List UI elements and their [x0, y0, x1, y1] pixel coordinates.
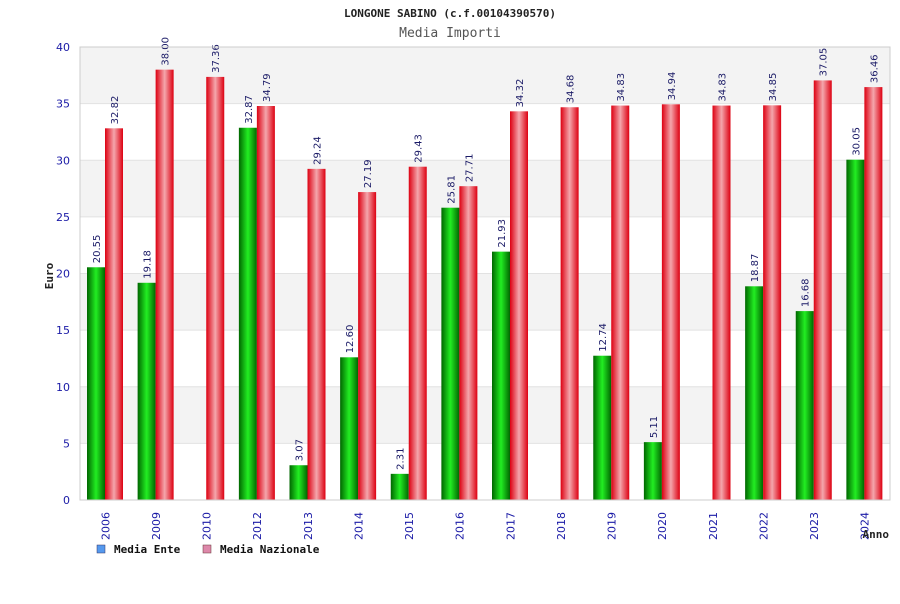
x-tick-label: 2012 [251, 512, 264, 540]
bar-media-nazionale [206, 76, 225, 500]
data-label-media-ente: 25.81 [446, 175, 457, 204]
bar-media-nazionale [864, 87, 883, 500]
data-label-media-ente: 12.60 [345, 325, 356, 354]
bar-media-nazionale [510, 111, 528, 501]
bar-media-ente [593, 355, 612, 500]
data-labels: 20.55 32.82 19.18 38.00 37.36 32.87 34.79 3.07 2… [92, 37, 880, 470]
bar-media-nazionale [763, 105, 782, 500]
x-tick-label: 2009 [150, 512, 163, 540]
y-tick-label: 30 [56, 154, 70, 167]
legend-label-nazionale: Media Nazionale [220, 543, 320, 556]
x-tick-label: 2010 [201, 512, 214, 540]
legend-label-ente: Media Ente [114, 543, 181, 556]
data-label-media-nazionale: 29.43 [414, 134, 425, 163]
data-label-media-nazionale: 34.85 [768, 73, 779, 102]
bar-media-nazionale [358, 192, 377, 501]
x-tick-label: 2024 [859, 512, 872, 540]
x-tick-label: 2013 [302, 512, 315, 540]
data-label-media-ente: 12.74 [598, 323, 609, 352]
data-label-media-nazionale: 34.32 [515, 79, 526, 108]
data-label-media-nazionale: 34.83 [616, 73, 627, 102]
data-label-media-ente: 20.55 [92, 235, 103, 264]
y-tick-label: 5 [63, 437, 70, 450]
data-label-media-nazionale: 37.05 [819, 48, 830, 77]
x-tick-label: 2021 [707, 512, 720, 540]
data-label-media-ente: 32.87 [244, 95, 255, 124]
x-tick-label: 2018 [555, 512, 568, 540]
bar-media-nazionale [560, 107, 579, 501]
bar-media-nazionale [661, 104, 680, 500]
bar-media-nazionale [307, 168, 326, 500]
y-tick-label: 10 [56, 381, 70, 394]
bar-media-nazionale [155, 69, 174, 501]
bar-media-nazionale [256, 106, 275, 501]
data-label-media-nazionale: 38.00 [161, 37, 172, 66]
data-label-media-ente: 16.68 [801, 278, 812, 307]
y-tick-label: 35 [56, 98, 70, 111]
bar-media-nazionale [611, 105, 630, 501]
plot-frame [79, 46, 891, 501]
data-label-media-ente: 21.93 [497, 219, 508, 248]
x-tick-label: 2019 [606, 512, 619, 540]
data-label-media-ente: 5.11 [649, 416, 660, 438]
bar-media-ente [492, 251, 510, 500]
bar-media-ente [643, 442, 662, 500]
data-label-media-ente: 2.31 [396, 448, 407, 470]
data-label-media-ente: 30.05 [851, 127, 862, 156]
bar-media-ente [795, 311, 814, 500]
chart-title: LONGONE SABINO (c.f.00104390570) [344, 7, 556, 20]
bar-media-ente [289, 465, 308, 500]
data-label-media-nazionale: 32.82 [110, 96, 121, 125]
data-label-media-nazionale: 29.24 [313, 136, 324, 165]
bar-media-ente [238, 127, 257, 500]
bar-media-ente [846, 159, 865, 500]
x-tick-label: 2017 [504, 512, 517, 540]
data-label-media-nazionale: 34.83 [718, 73, 729, 102]
x-tick-label: 2020 [656, 512, 669, 540]
data-label-media-nazionale: 27.19 [363, 159, 374, 188]
y-tick-label: 20 [56, 268, 70, 281]
chart-subtitle: Media Importi [399, 26, 501, 41]
data-label-media-nazionale: 34.94 [667, 72, 678, 101]
bars [87, 69, 883, 501]
x-tick-label: 2014 [352, 512, 365, 540]
data-label-media-ente: 3.07 [295, 439, 306, 461]
bar-media-nazionale [459, 186, 478, 500]
y-tick-label: 40 [56, 41, 70, 54]
x-tick-label: 2006 [99, 512, 112, 540]
data-label-media-nazionale: 27.71 [464, 154, 475, 183]
legend: Media Ente Media Nazionale [96, 543, 320, 556]
y-tick-label: 25 [56, 211, 70, 224]
bar-media-nazionale [813, 80, 832, 500]
bar-media-ente [340, 357, 359, 500]
y-axis-label: Euro [43, 262, 56, 289]
data-label-media-ente: 18.87 [750, 254, 761, 283]
legend-swatch-ente [96, 544, 106, 554]
data-label-media-nazionale: 37.36 [211, 44, 222, 73]
data-label-media-nazionale: 36.46 [869, 54, 880, 83]
bar-media-ente [137, 282, 156, 500]
x-tick-label: 2023 [808, 512, 821, 540]
x-axis-label: Anno [863, 528, 890, 541]
data-label-media-nazionale: 34.68 [566, 75, 577, 104]
x-tick-label: 2015 [403, 512, 416, 540]
bar-media-ente [87, 267, 105, 500]
bar-media-nazionale [712, 105, 731, 501]
bar-media-nazionale [105, 128, 123, 500]
legend-swatch-nazionale [202, 544, 212, 554]
data-label-media-ente: 19.18 [143, 250, 154, 279]
bar-media-nazionale [408, 166, 427, 500]
axes: 0 5 10 15 20 25 30 35 40 2006 2009 2010 2012 2013 2014… [56, 41, 891, 540]
data-label-media-nazionale: 34.79 [262, 73, 273, 102]
y-tick-label: 0 [63, 494, 70, 507]
x-tick-label: 2016 [454, 512, 467, 540]
x-tick-label: 2022 [757, 512, 770, 540]
bar-media-ente [390, 473, 409, 500]
bar-media-ente [441, 207, 460, 500]
y-tick-label: 15 [56, 324, 70, 337]
bar-media-ente [745, 286, 764, 500]
